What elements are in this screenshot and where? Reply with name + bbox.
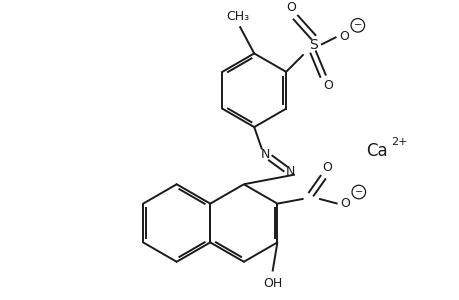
Text: N: N	[261, 148, 270, 161]
Text: −: −	[353, 20, 361, 30]
Text: S: S	[308, 38, 317, 52]
Text: O: O	[340, 197, 349, 210]
Text: N: N	[285, 165, 294, 178]
Text: O: O	[339, 31, 348, 44]
Text: 2+: 2+	[390, 136, 407, 147]
Text: −: −	[354, 187, 362, 197]
Text: Ca: Ca	[365, 142, 386, 160]
Text: OH: OH	[263, 277, 281, 290]
Text: CH₃: CH₃	[226, 10, 249, 23]
Text: O: O	[321, 161, 331, 174]
Text: O: O	[322, 79, 332, 92]
Text: O: O	[285, 2, 295, 14]
